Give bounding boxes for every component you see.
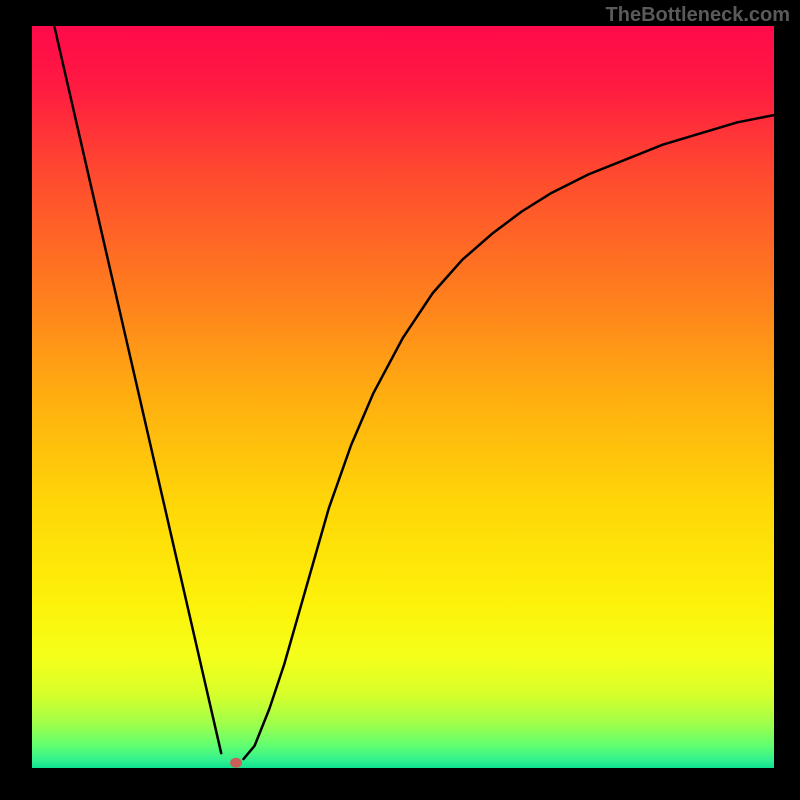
plot-area [32, 26, 774, 768]
watermark-text: TheBottleneck.com [606, 4, 790, 27]
minimum-marker [230, 758, 242, 768]
chart-container: TheBottleneck.com [0, 0, 800, 800]
plot-svg [32, 26, 774, 768]
gradient-background [32, 26, 774, 768]
